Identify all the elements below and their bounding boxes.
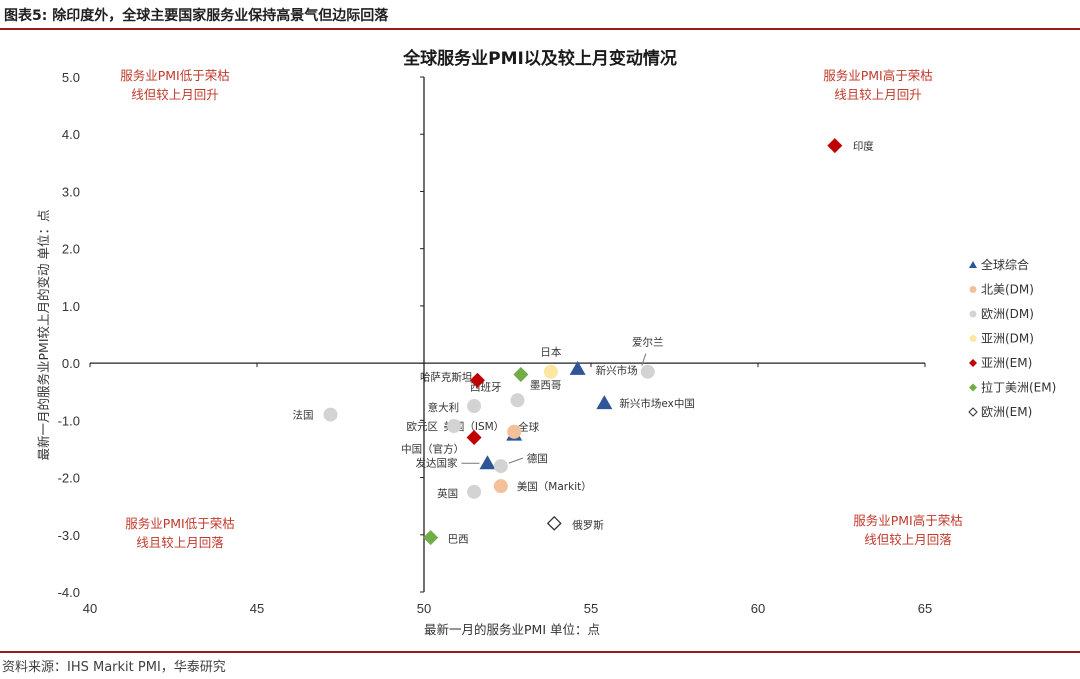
y-tick-label: 1.0	[62, 299, 80, 314]
source-note: 资料来源：IHS Markit PMI，华泰研究	[2, 660, 226, 675]
data-point-marker	[640, 364, 655, 379]
data-point-label: 中国（官方）	[401, 443, 464, 456]
x-tick-label: 40	[83, 601, 97, 616]
legend-entry: 拉丁美洲(EM)	[981, 380, 1056, 395]
legend-entry: 欧洲(DM)	[981, 307, 1034, 321]
quadrant-note-bottom-right: 线但较上月回落	[864, 532, 952, 547]
quadrant-note-top-left: 服务业PMI低于荣枯	[120, 68, 230, 83]
data-point-marker	[507, 424, 522, 439]
data-point-label: 俄罗斯	[572, 518, 604, 531]
data-point-label: 美国（Markit）	[517, 480, 592, 493]
chart-title: 全球服务业PMI以及较上月变动情况	[402, 48, 677, 69]
data-point-marker	[510, 393, 525, 408]
legend-entry: 北美(DM)	[981, 283, 1034, 297]
data-point-marker	[493, 459, 508, 474]
data-point-label: 法国	[292, 409, 313, 422]
legend-entry: 全球综合	[981, 257, 1029, 272]
quadrant-note-top-right: 服务业PMI高于荣枯	[823, 68, 933, 83]
y-tick-label: -3.0	[58, 528, 80, 543]
quadrant-note-top-right: 线且较上月回升	[834, 87, 922, 102]
legend-entry: 欧洲(EM)	[981, 405, 1032, 419]
data-point-marker	[447, 419, 462, 434]
legend-marker	[969, 359, 977, 367]
data-point-marker	[513, 367, 529, 383]
label-leader-line	[508, 457, 523, 464]
data-point-marker	[543, 364, 558, 379]
footer-rule	[0, 651, 1080, 653]
y-tick-label: 0.0	[62, 356, 80, 371]
header-rule	[0, 28, 1080, 30]
legend-marker	[968, 407, 978, 417]
figure-header: 图表5: 除印度外，全球主要国家服务业保持高景气但边际回落	[0, 0, 1080, 30]
data-point-label: 德国	[527, 452, 548, 465]
y-tick-label: 5.0	[62, 70, 80, 85]
label-leader-line	[641, 353, 647, 366]
data-point-label: 新兴市场	[596, 364, 638, 377]
data-point-label: 英国	[437, 487, 458, 500]
data-point-label: 发达国家	[415, 456, 457, 469]
quadrant-note-top-left: 线但较上月回升	[131, 87, 219, 102]
x-tick-label: 45	[250, 601, 264, 616]
data-point-marker	[467, 399, 482, 414]
data-point-marker	[479, 455, 496, 470]
data-point-marker	[423, 530, 439, 546]
scatter-chart: 全球服务业PMI以及较上月变动情况 40 45 50 55 60 65 5.0 4.0 3.0 2.…	[36, 48, 1056, 637]
x-axis-label: 最新一月的服务业PMI 单位：点	[424, 622, 600, 637]
legend-marker	[969, 261, 977, 268]
data-point-label: 新兴市场ex中国	[619, 397, 695, 410]
legend-marker	[969, 335, 977, 342]
legend-entry: 亚洲(EM)	[981, 356, 1032, 370]
y-tick-label: -2.0	[58, 471, 80, 486]
data-point-marker	[827, 138, 843, 154]
data-point-marker	[493, 479, 508, 494]
data-point-label: 全球	[518, 421, 539, 434]
x-tick-label: 55	[584, 601, 598, 616]
y-axis-label: 最新一月的服务业PMI较上月的变动 单位：点	[36, 210, 51, 461]
quadrant-note-bottom-left: 服务业PMI低于荣枯	[125, 516, 235, 531]
data-point-marker	[466, 430, 482, 445]
data-point-label: 日本	[540, 346, 561, 359]
y-tick-label: 3.0	[62, 184, 80, 199]
data-point-label: 巴西	[448, 534, 469, 546]
data-point-marker	[467, 484, 482, 499]
data-point-marker	[323, 407, 338, 422]
y-tick-label: 4.0	[62, 127, 80, 142]
data-point-marker	[469, 372, 485, 388]
data-point-label: 意大利	[428, 401, 460, 414]
x-tick-label: 60	[751, 601, 765, 616]
data-point-label: 爱尔兰	[632, 336, 664, 349]
data-point-marker	[569, 360, 586, 375]
data-point-label: 墨西哥	[530, 380, 562, 392]
legend-marker	[969, 310, 977, 318]
data-point-label: 印度	[853, 140, 874, 153]
legend-marker	[969, 286, 977, 293]
legend-marker	[969, 383, 977, 392]
data-point-label: 欧元区	[407, 421, 439, 433]
y-tick-label: 2.0	[62, 242, 80, 257]
legend-entry: 亚洲(DM)	[981, 332, 1034, 346]
x-tick-label: 65	[918, 601, 932, 616]
x-tick-label: 50	[417, 601, 431, 616]
quadrant-note-bottom-left: 线且较上月回落	[136, 535, 224, 550]
data-point-marker	[546, 515, 562, 531]
quadrant-note-bottom-right: 服务业PMI高于荣枯	[853, 513, 963, 528]
y-tick-label: -1.0	[58, 413, 80, 428]
data-point-label: 哈萨克斯坦	[420, 370, 473, 383]
data-point-marker	[596, 395, 613, 410]
figure-title: 图表5: 除印度外，全球主要国家服务业保持高景气但边际回落	[4, 8, 389, 24]
y-tick-label: -4.0	[58, 585, 80, 600]
